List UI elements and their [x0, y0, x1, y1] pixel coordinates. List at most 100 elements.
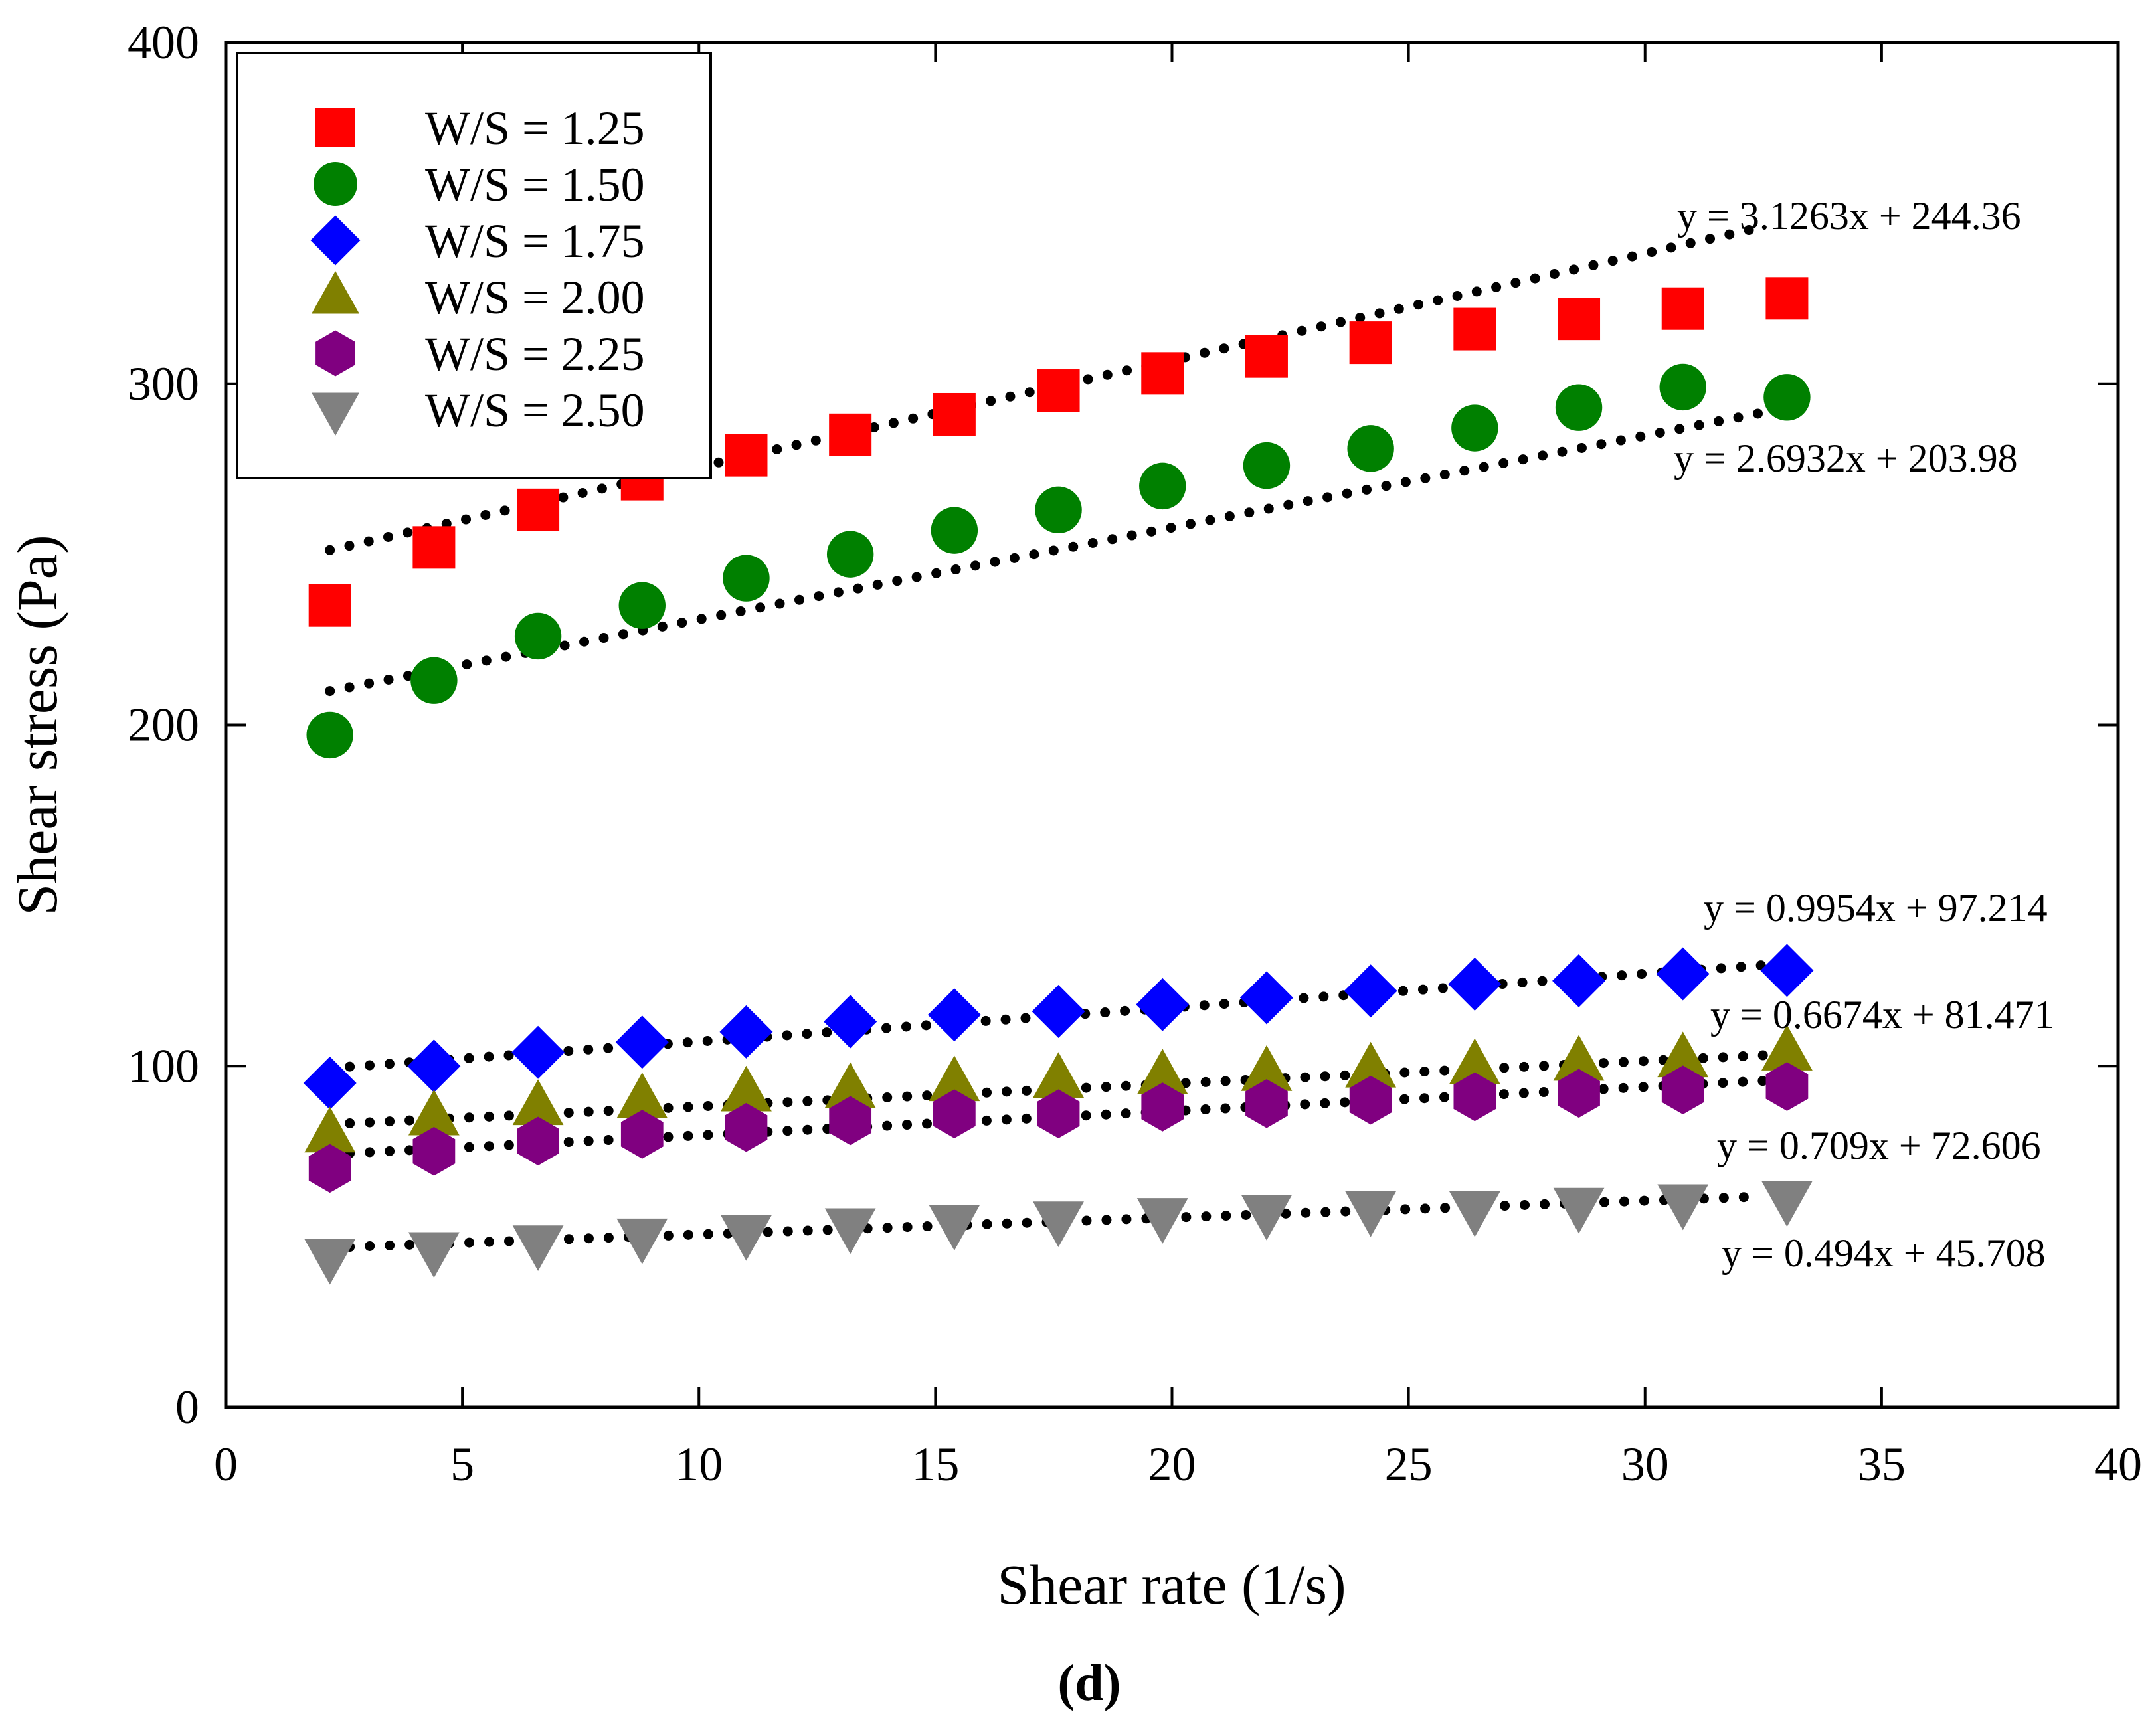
data-point-series-3: [1032, 985, 1085, 1039]
data-point-series-4: [1657, 1031, 1709, 1078]
data-point-series-3: [1136, 978, 1190, 1031]
data-point-series-2: [931, 507, 978, 554]
data-point-series-4: [1033, 1052, 1084, 1098]
data-point-series-1: [412, 526, 456, 569]
data-point-series-6: [1553, 1187, 1605, 1234]
legend-marker-3: [310, 215, 361, 266]
data-point-series-1: [1349, 321, 1392, 365]
x-tick-label: 10: [675, 1438, 723, 1491]
data-point-series-2: [1243, 442, 1291, 489]
data-point-series-1: [933, 392, 976, 436]
fit-equation-6: y = 0.494x + 45.708: [1722, 1231, 2046, 1275]
y-tick-label: 300: [128, 357, 199, 410]
data-point-series-4: [1553, 1035, 1605, 1081]
data-point-series-6: [1345, 1191, 1397, 1237]
data-point-series-5: [1765, 1062, 1809, 1111]
x-tick-label: 5: [450, 1438, 474, 1491]
data-point-series-1: [517, 488, 560, 531]
data-point-series-4: [1761, 1025, 1813, 1071]
data-point-series-1: [308, 584, 351, 627]
data-point-series-5: [412, 1126, 456, 1176]
x-tick-label: 30: [1621, 1438, 1669, 1491]
data-point-series-5: [829, 1096, 872, 1146]
x-tick-label: 35: [1858, 1438, 1906, 1491]
data-point-series-3: [824, 995, 877, 1049]
data-point-series-2: [1347, 425, 1394, 472]
legend-label-4: W/S = 2.00: [425, 271, 645, 324]
data-point-series-3: [1656, 947, 1710, 1001]
y-axis-title: Shear stress (Pa): [5, 535, 69, 915]
x-tick-label: 0: [214, 1438, 238, 1491]
legend-marker-2: [314, 162, 357, 206]
data-point-series-1: [1558, 298, 1601, 341]
data-point-series-1: [829, 413, 872, 456]
fit-equation-5: y = 0.709x + 72.606: [1717, 1124, 2041, 1167]
y-tick-label: 200: [128, 699, 199, 752]
data-point-series-2: [618, 582, 666, 629]
y-tick-label: 100: [128, 1039, 199, 1092]
data-point-series-2: [514, 612, 562, 660]
data-point-series-2: [1451, 404, 1498, 452]
data-point-series-2: [1763, 374, 1811, 421]
data-point-series-2: [1139, 462, 1186, 510]
data-point-series-4: [408, 1089, 460, 1136]
data-point-series-6: [1657, 1184, 1709, 1231]
data-point-series-5: [517, 1116, 559, 1166]
fit-equation-1: y = 3.1263x + 244.36: [1677, 194, 2021, 238]
data-point-series-6: [1241, 1194, 1293, 1241]
legend: W/S = 1.25W/S = 1.50W/S = 1.75W/S = 2.00…: [236, 52, 712, 479]
data-point-series-6: [408, 1232, 460, 1278]
data-point-series-5: [1558, 1069, 1600, 1118]
data-point-series-3: [1344, 964, 1397, 1018]
data-point-series-6: [1136, 1198, 1188, 1244]
data-point-series-5: [1453, 1072, 1496, 1122]
data-point-series-3: [1760, 944, 1814, 997]
fit-equations: y = 3.1263x + 244.36 y = 2.6932x + 203.98…: [1674, 194, 2054, 1275]
legend-label-3: W/S = 1.75: [425, 214, 645, 268]
data-point-series-1: [1661, 287, 1704, 330]
data-point-series-1: [1141, 352, 1184, 395]
data-point-series-4: [929, 1055, 980, 1102]
y-tick-label: 0: [175, 1381, 199, 1434]
data-point-series-1: [1765, 277, 1809, 320]
data-point-series-4: [721, 1065, 772, 1112]
data-point-series-5: [620, 1110, 664, 1159]
data-point-series-3: [407, 1039, 461, 1093]
data-point-series-4: [304, 1106, 356, 1153]
data-point-series-4: [1449, 1038, 1500, 1084]
data-point-series-2: [1659, 363, 1706, 411]
data-point-series-3: [303, 1056, 357, 1110]
legend-marker-6: [312, 392, 359, 436]
data-point-series-6: [1761, 1181, 1813, 1227]
fit-equation-3: y = 0.9954x + 97.214: [1704, 886, 2048, 930]
data-point-series-6: [616, 1218, 668, 1264]
data-point-series-5: [933, 1089, 976, 1138]
data-point-series-4: [1345, 1041, 1397, 1088]
data-point-series-2: [1555, 384, 1603, 431]
data-point-series-5: [1661, 1065, 1704, 1115]
data-point-series-6: [304, 1239, 356, 1285]
data-point-series-2: [1035, 486, 1082, 534]
legend-marker-1: [315, 108, 355, 147]
data-point-series-5: [1349, 1075, 1392, 1125]
data-point-series-6: [1033, 1201, 1084, 1248]
x-axis-ticks: 0 5 10 15 20 25 30 35 40: [214, 43, 2142, 1491]
data-point-series-1: [1037, 369, 1080, 412]
x-tick-label: 20: [1148, 1438, 1196, 1491]
y-tick-label: 400: [128, 16, 199, 69]
data-point-series-1: [1245, 335, 1288, 378]
data-point-series-4: [824, 1062, 876, 1108]
data-point-series-6: [512, 1225, 564, 1271]
legend-label-5: W/S = 2.25: [425, 327, 645, 381]
data-point-series-6: [1449, 1191, 1500, 1237]
x-axis-title: Shear rate (1/s): [997, 1553, 1346, 1616]
legend-label-6: W/S = 2.50: [425, 384, 645, 437]
data-point-series-1: [725, 434, 768, 477]
data-point-series-4: [1241, 1045, 1293, 1091]
legend-marker-5: [315, 330, 355, 377]
x-tick-label: 40: [2094, 1438, 2142, 1491]
trendline-series-2: [325, 407, 1769, 697]
data-point-series-5: [1245, 1078, 1288, 1128]
data-point-series-5: [308, 1144, 351, 1193]
